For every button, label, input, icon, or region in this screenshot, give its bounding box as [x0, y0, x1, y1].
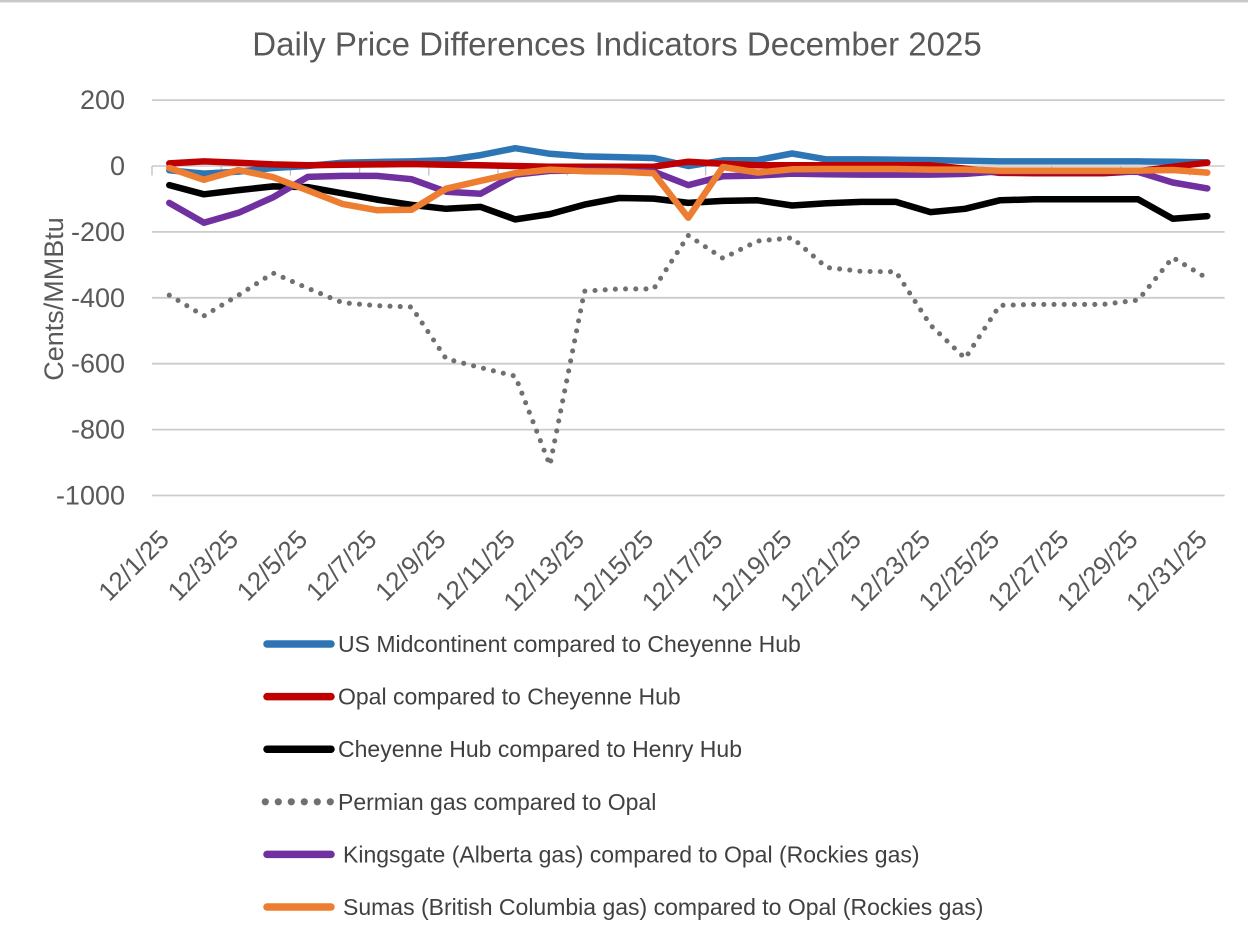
svg-text:Cheyenne Hub compared to Henry: Cheyenne Hub compared to Henry Hub: [338, 736, 742, 762]
svg-text:12/7/25: 12/7/25: [300, 524, 383, 607]
svg-text:Cents/MMBtu: Cents/MMBtu: [39, 217, 69, 381]
svg-text:12/5/25: 12/5/25: [231, 524, 314, 607]
svg-text:Sumas (British Columbia gas) c: Sumas (British Columbia gas) compared to…: [343, 894, 983, 920]
svg-text:US Midcontinent compared to Ch: US Midcontinent compared to Cheyenne Hub: [338, 631, 801, 657]
svg-text:12/1/25: 12/1/25: [92, 524, 175, 607]
svg-text:-400: -400: [71, 283, 125, 313]
svg-text:Opal compared to Cheyenne Hub: Opal compared to Cheyenne Hub: [338, 684, 681, 710]
svg-text:-800: -800: [71, 415, 125, 445]
svg-text:12/3/25: 12/3/25: [161, 524, 244, 607]
svg-text:-200: -200: [71, 217, 125, 247]
svg-text:Kingsgate (Alberta gas) compar: Kingsgate (Alberta gas) compared to Opal…: [343, 841, 920, 867]
svg-text:-600: -600: [71, 349, 125, 379]
svg-text:200: 200: [80, 85, 125, 115]
svg-text:Permian gas compared to Opal: Permian gas compared to Opal: [338, 789, 656, 815]
svg-text:0: 0: [110, 151, 125, 181]
svg-text:-1000: -1000: [56, 481, 125, 511]
svg-text:Daily Price Differences Indica: Daily Price Differences Indicators Decem…: [252, 26, 981, 63]
